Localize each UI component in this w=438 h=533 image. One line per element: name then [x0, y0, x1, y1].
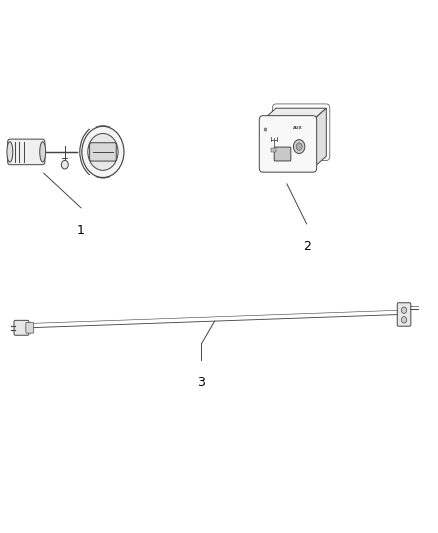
FancyBboxPatch shape	[26, 322, 34, 333]
Circle shape	[296, 143, 302, 150]
FancyBboxPatch shape	[7, 139, 45, 165]
Text: 2: 2	[303, 240, 311, 253]
Ellipse shape	[7, 142, 13, 162]
Circle shape	[88, 133, 118, 171]
Text: AUX: AUX	[293, 126, 303, 130]
Polygon shape	[263, 108, 326, 120]
Circle shape	[61, 160, 68, 169]
FancyBboxPatch shape	[259, 116, 317, 172]
Circle shape	[82, 126, 124, 177]
Circle shape	[401, 307, 406, 313]
Circle shape	[264, 128, 267, 131]
FancyBboxPatch shape	[90, 143, 116, 161]
Text: 1: 1	[77, 224, 85, 237]
FancyBboxPatch shape	[14, 320, 29, 335]
FancyBboxPatch shape	[274, 147, 291, 161]
Circle shape	[293, 140, 305, 154]
FancyBboxPatch shape	[397, 303, 411, 326]
FancyBboxPatch shape	[271, 148, 276, 152]
Text: 3: 3	[198, 376, 205, 389]
Circle shape	[401, 317, 406, 323]
Ellipse shape	[40, 142, 46, 162]
Polygon shape	[313, 108, 326, 168]
